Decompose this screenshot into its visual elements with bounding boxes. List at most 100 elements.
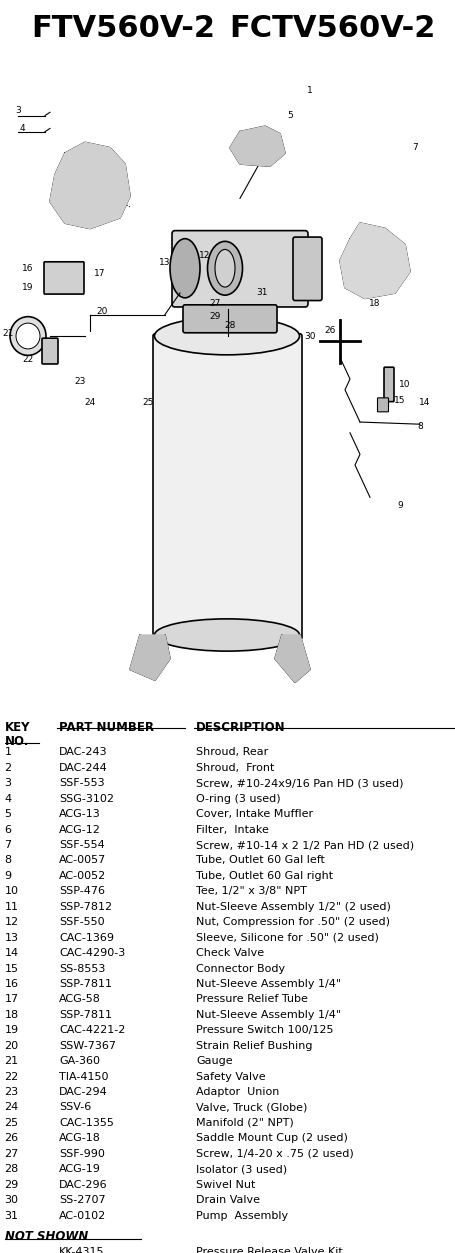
Polygon shape: [130, 635, 170, 680]
Text: 4: 4: [19, 124, 25, 133]
Text: 30: 30: [5, 1195, 19, 1205]
Text: 19: 19: [22, 283, 34, 292]
Text: 18: 18: [5, 1010, 19, 1020]
Polygon shape: [229, 127, 284, 167]
Polygon shape: [50, 143, 130, 228]
Text: 28: 28: [224, 321, 235, 330]
Text: 11: 11: [359, 258, 370, 267]
FancyBboxPatch shape: [172, 231, 307, 307]
Text: FTV560V-2: FTV560V-2: [31, 14, 215, 43]
Text: 28: 28: [5, 1164, 19, 1174]
Text: 15: 15: [5, 964, 19, 974]
Text: 9: 9: [396, 501, 402, 510]
Circle shape: [10, 317, 46, 356]
Text: Tube, Outlet 60 Gal right: Tube, Outlet 60 Gal right: [196, 871, 333, 881]
Text: DESCRIPTION: DESCRIPTION: [196, 720, 285, 734]
FancyBboxPatch shape: [383, 367, 393, 402]
Text: Adaptor  Union: Adaptor Union: [196, 1088, 279, 1098]
Text: 29: 29: [5, 1179, 19, 1189]
Text: 6: 6: [248, 143, 254, 153]
Text: 21: 21: [2, 330, 14, 338]
FancyBboxPatch shape: [44, 262, 84, 294]
Text: 8: 8: [416, 422, 422, 431]
Text: 8: 8: [5, 856, 12, 866]
Text: SSP-7811: SSP-7811: [59, 1010, 112, 1020]
Text: SSV-6: SSV-6: [59, 1103, 91, 1113]
Text: 26: 26: [5, 1134, 19, 1144]
Text: NO.: NO.: [5, 734, 29, 748]
Text: 1: 1: [307, 86, 312, 95]
Text: 30: 30: [303, 332, 315, 341]
Text: 31: 31: [256, 288, 267, 297]
Text: 3: 3: [15, 105, 21, 115]
Text: 25: 25: [5, 1118, 19, 1128]
Text: 5: 5: [287, 112, 292, 120]
Text: Screw, 1/4-20 x .75 (2 used): Screw, 1/4-20 x .75 (2 used): [196, 1149, 353, 1159]
Text: AC-0102: AC-0102: [59, 1210, 106, 1220]
Ellipse shape: [214, 249, 234, 287]
Text: 1: 1: [5, 748, 11, 758]
Text: Pressure Switch 100/125: Pressure Switch 100/125: [196, 1025, 333, 1035]
Text: 2: 2: [92, 218, 98, 228]
Text: 24: 24: [5, 1103, 19, 1113]
Text: Cover, Intake Muffler: Cover, Intake Muffler: [196, 809, 313, 819]
Text: AC-0057: AC-0057: [59, 856, 106, 866]
Text: 12: 12: [199, 251, 210, 259]
FancyBboxPatch shape: [293, 237, 321, 301]
Text: Nut-Sleeve Assembly 1/2" (2 used): Nut-Sleeve Assembly 1/2" (2 used): [196, 902, 390, 912]
Text: 20: 20: [96, 307, 107, 316]
Text: Tee, 1/2" x 3/8" NPT: Tee, 1/2" x 3/8" NPT: [196, 886, 306, 896]
FancyBboxPatch shape: [377, 398, 388, 412]
Ellipse shape: [154, 619, 299, 652]
Text: DAC-243: DAC-243: [59, 748, 108, 758]
Text: SSF-990: SSF-990: [59, 1149, 105, 1159]
Text: CAC-1355: CAC-1355: [59, 1118, 114, 1128]
Text: ACG-58: ACG-58: [59, 995, 101, 1005]
Text: CAC-1369: CAC-1369: [59, 932, 114, 942]
Text: Valve, Truck (Globe): Valve, Truck (Globe): [196, 1103, 307, 1113]
Text: Screw, #10-24x9/16 Pan HD (3 used): Screw, #10-24x9/16 Pan HD (3 used): [196, 778, 403, 788]
Text: KK-4315: KK-4315: [59, 1247, 105, 1253]
Text: SSW-7367: SSW-7367: [59, 1041, 116, 1051]
Polygon shape: [339, 223, 409, 298]
Text: 29: 29: [209, 312, 220, 321]
Text: FCTV560V-2: FCTV560V-2: [229, 14, 435, 43]
Text: SSP-476: SSP-476: [59, 886, 105, 896]
Text: 6: 6: [5, 824, 11, 834]
Text: SS-2707: SS-2707: [59, 1195, 106, 1205]
Text: 17: 17: [5, 995, 19, 1005]
Text: DAC-294: DAC-294: [59, 1088, 108, 1098]
Text: GA-360: GA-360: [59, 1056, 100, 1066]
Text: Tube, Outlet 60 Gal left: Tube, Outlet 60 Gal left: [196, 856, 324, 866]
Text: 27: 27: [5, 1149, 19, 1159]
Text: 25: 25: [142, 398, 153, 407]
Text: 13: 13: [159, 258, 170, 267]
Text: Isolator (3 used): Isolator (3 used): [196, 1164, 287, 1174]
Text: 5: 5: [5, 809, 11, 819]
Text: Saddle Mount Cup (2 used): Saddle Mount Cup (2 used): [196, 1134, 347, 1144]
Text: 10: 10: [5, 886, 19, 896]
Text: 19: 19: [5, 1025, 19, 1035]
Text: SSP-7811: SSP-7811: [59, 979, 112, 989]
Text: ACG-19: ACG-19: [59, 1164, 101, 1174]
Ellipse shape: [154, 317, 299, 355]
Text: 27: 27: [209, 299, 220, 308]
Text: 12: 12: [5, 917, 19, 927]
Circle shape: [16, 323, 40, 348]
Text: 4: 4: [5, 793, 12, 803]
Text: AC-0052: AC-0052: [59, 871, 106, 881]
Text: Safety Valve: Safety Valve: [196, 1071, 265, 1081]
Text: 21: 21: [5, 1056, 19, 1066]
Ellipse shape: [170, 238, 200, 298]
Text: PART NUMBER: PART NUMBER: [59, 720, 154, 734]
Text: DAC-296: DAC-296: [59, 1179, 108, 1189]
Text: DAC-244: DAC-244: [59, 763, 108, 773]
Text: 16: 16: [5, 979, 19, 989]
Text: 3: 3: [5, 778, 11, 788]
Circle shape: [80, 174, 100, 197]
FancyBboxPatch shape: [153, 333, 301, 639]
Text: 17: 17: [94, 269, 106, 278]
Text: Screw, #10-14 x 2 1/2 Pan HD (2 used): Screw, #10-14 x 2 1/2 Pan HD (2 used): [196, 840, 413, 850]
Text: Manifold (2" NPT): Manifold (2" NPT): [196, 1118, 293, 1128]
Text: 14: 14: [5, 949, 19, 959]
